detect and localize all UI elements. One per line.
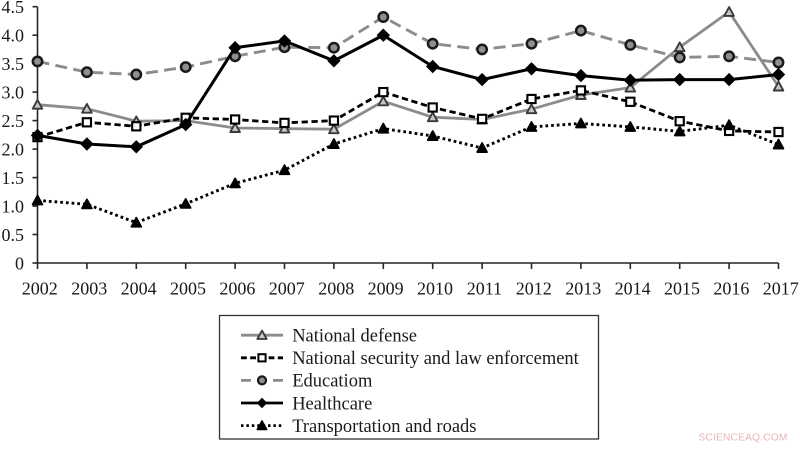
svg-text:2006: 2006 bbox=[219, 279, 255, 299]
svg-text:Transportation and roads: Transportation and roads bbox=[292, 417, 476, 437]
svg-text:SCIENCEAQ.COM: SCIENCEAQ.COM bbox=[698, 433, 787, 444]
svg-text:2.0: 2.0 bbox=[2, 140, 25, 160]
svg-text:2007: 2007 bbox=[269, 279, 305, 299]
svg-text:1.0: 1.0 bbox=[2, 197, 25, 217]
svg-text:2004: 2004 bbox=[121, 279, 157, 299]
svg-text:2017: 2017 bbox=[763, 279, 799, 299]
svg-text:2011: 2011 bbox=[467, 279, 502, 299]
svg-text:2.5: 2.5 bbox=[2, 111, 25, 131]
svg-text:2014: 2014 bbox=[615, 279, 651, 299]
svg-text:2016: 2016 bbox=[713, 279, 749, 299]
svg-text:1.5: 1.5 bbox=[2, 168, 25, 188]
svg-text:3.5: 3.5 bbox=[2, 54, 25, 74]
svg-text:2003: 2003 bbox=[71, 279, 107, 299]
svg-text:2015: 2015 bbox=[664, 279, 700, 299]
svg-text:2010: 2010 bbox=[417, 279, 453, 299]
svg-text:4.5: 4.5 bbox=[2, 0, 25, 17]
svg-text:2002: 2002 bbox=[22, 279, 58, 299]
svg-text:2009: 2009 bbox=[368, 279, 404, 299]
svg-text:National security and law enfo: National security and law enforcement bbox=[292, 349, 579, 369]
svg-text:0.5: 0.5 bbox=[2, 225, 25, 245]
svg-text:2008: 2008 bbox=[318, 279, 354, 299]
svg-text:0: 0 bbox=[15, 254, 24, 274]
svg-text:Healthcare: Healthcare bbox=[292, 394, 372, 414]
svg-text:3.0: 3.0 bbox=[2, 83, 25, 103]
svg-text:4.0: 4.0 bbox=[2, 26, 25, 46]
svg-text:Educatiom: Educatiom bbox=[292, 372, 373, 392]
svg-text:2013: 2013 bbox=[565, 279, 601, 299]
svg-text:2012: 2012 bbox=[516, 279, 552, 299]
svg-text:National defense: National defense bbox=[292, 327, 417, 347]
svg-text:2005: 2005 bbox=[170, 279, 206, 299]
